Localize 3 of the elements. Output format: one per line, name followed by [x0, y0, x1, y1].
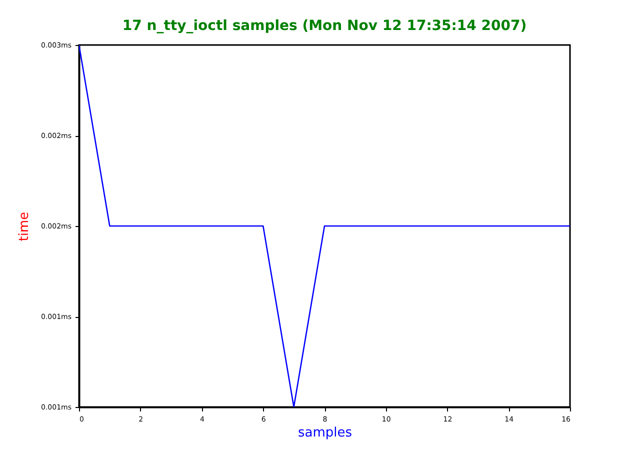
chart-title: 17 n_tty_ioctl samples (Mon Nov 12 17:35:14 2007)	[122, 18, 527, 34]
y-axis-title: time	[16, 212, 32, 242]
x-axis-title: samples	[298, 426, 352, 440]
